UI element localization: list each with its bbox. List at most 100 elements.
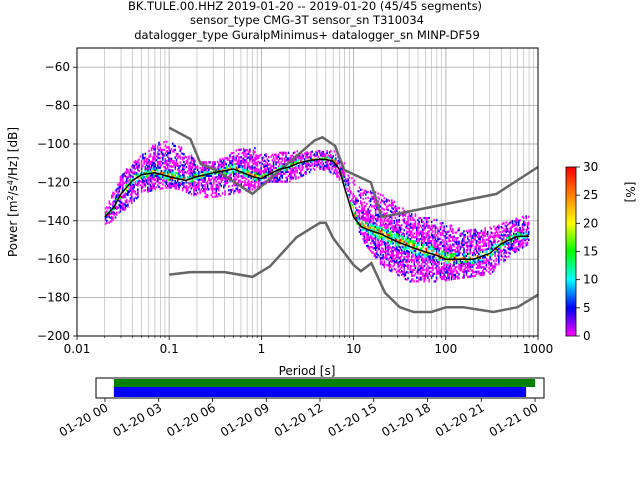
density-cell [503,260,505,263]
density-cell [429,257,432,260]
density-cell [364,222,367,225]
density-cell [379,193,382,197]
density-cell [203,188,205,191]
density-cell [494,262,496,265]
density-cell [137,165,139,168]
density-cell [392,265,394,268]
density-cell [352,196,354,199]
density-cell [153,186,155,189]
density-cell [410,226,413,229]
density-cell [484,256,486,259]
y-tick-label: −60 [45,60,70,74]
density-cell [427,276,429,279]
density-cell [157,162,159,166]
density-cell [447,244,449,247]
density-cell [373,235,376,238]
density-cell [198,178,200,181]
density-cell [379,205,382,208]
density-cell [349,192,352,195]
density-cell [515,219,518,222]
density-cell [308,163,311,166]
density-cell [398,237,401,241]
density-cell [137,192,139,195]
density-cell [138,166,140,169]
density-cell [430,220,433,224]
density-cell [305,163,307,166]
density-cell [209,182,211,185]
density-cell [386,236,388,240]
density-cell [269,163,271,166]
density-cell [247,156,250,159]
density-cell [434,240,437,243]
density-cell [122,173,124,176]
density-cell [242,151,245,154]
density-cell [412,251,414,254]
density-cell [483,262,485,265]
density-cell [379,234,382,237]
density-cell [372,251,374,254]
density-cell [250,182,252,186]
density-cell [463,243,465,246]
density-cell [257,183,260,186]
density-cell [241,167,244,170]
density-cell [216,177,219,181]
density-cell [392,203,394,207]
density-cell [519,244,521,247]
density-cell [181,181,184,184]
density-cell [118,203,120,206]
density-cell [412,234,414,237]
density-cell [323,166,326,169]
density-cell [382,223,384,226]
density-cell [283,157,286,160]
density-cell [176,179,179,183]
density-cell [376,213,378,217]
density-cell [440,254,443,257]
density-cell [211,161,214,164]
density-cell [134,159,137,163]
density-cell [191,183,194,187]
density-cell [274,167,276,170]
density-cell [193,171,195,174]
density-cell [402,232,404,235]
density-cell [105,212,108,215]
density-cell [491,245,494,248]
density-cell [185,160,188,163]
density-cell [229,175,231,178]
density-cell [444,279,447,282]
density-cell [242,153,245,156]
density-cell [165,182,168,186]
density-cell [255,175,257,178]
density-cell [347,180,350,183]
density-cell [413,268,415,272]
density-cell [302,156,305,160]
density-cell [203,178,205,181]
density-cell [422,243,424,247]
density-cell [318,152,321,155]
density-cell [464,253,467,256]
density-cell [288,174,291,177]
density-cell [369,213,372,216]
density-cell [373,201,376,204]
density-cell [305,165,307,168]
density-cell [251,157,254,160]
density-cell [409,280,412,283]
density-cell [118,194,120,197]
density-cell [341,169,343,172]
density-cell [315,150,317,153]
density-cell [362,222,364,226]
density-cell [230,177,233,180]
density-cell [397,233,399,236]
density-cell [435,240,438,243]
density-cell [386,208,388,211]
density-cell [143,162,145,165]
density-cell [249,154,251,157]
density-cell [262,171,265,174]
density-cell [393,264,396,267]
density-cell [424,241,427,245]
density-cell [175,172,178,175]
density-cell [181,173,184,177]
density-cell [368,219,371,222]
density-cell [397,264,399,267]
density-cell [181,187,184,190]
density-cell [415,280,418,283]
